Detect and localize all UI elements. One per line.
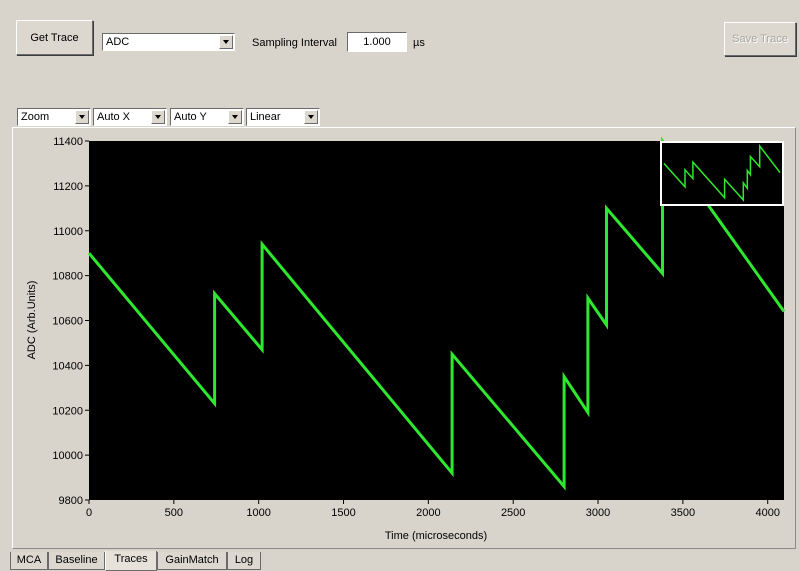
x-tick-label: 3000 — [586, 507, 610, 519]
x-tick-label: 2500 — [501, 507, 525, 519]
chevron-down-icon[interactable] — [151, 110, 165, 124]
get-trace-label: Get Trace — [30, 31, 79, 44]
x-tick-label: 3500 — [671, 507, 695, 519]
x-mode-value: Auto X — [97, 111, 131, 123]
x-mode-select[interactable]: Auto X — [93, 108, 167, 126]
plot-panel — [12, 127, 796, 549]
y-mode-select[interactable]: Auto Y — [170, 108, 244, 126]
overview-inset-trace — [663, 143, 781, 202]
y-tick-label: 11000 — [53, 226, 83, 238]
tab-mca[interactable]: MCA — [10, 552, 48, 570]
chevron-down-icon[interactable] — [219, 35, 233, 49]
y-tick-label: 10600 — [52, 316, 83, 328]
scale-value: Linear — [250, 111, 281, 123]
y-tick-label: 11200 — [53, 181, 83, 193]
tab-label: Baseline — [55, 554, 98, 566]
trace-source-value: ADC — [106, 36, 130, 48]
tab-gainmatch[interactable]: GainMatch — [157, 552, 227, 570]
tab-label: GainMatch — [165, 554, 219, 566]
save-trace-button[interactable]: Save Trace — [724, 22, 796, 56]
x-tick-label: 2000 — [416, 507, 440, 519]
zoom-select[interactable]: Zoom — [17, 108, 91, 126]
get-trace-button[interactable]: Get Trace — [16, 20, 93, 55]
chevron-down-icon[interactable] — [75, 110, 89, 124]
zoom-value: Zoom — [21, 111, 50, 123]
y-tick-label: 9800 — [59, 495, 83, 507]
chevron-down-icon[interactable] — [304, 110, 318, 124]
tab-label: Traces — [114, 553, 148, 565]
tab-baseline[interactable]: Baseline — [48, 552, 105, 570]
x-tick-label: 4000 — [755, 507, 779, 519]
tab-log[interactable]: Log — [227, 552, 261, 570]
sampling-interval-input[interactable]: 1.000 — [347, 32, 407, 52]
y-tick-label: 10800 — [52, 271, 83, 283]
x-axis-label: Time (microseconds) — [385, 530, 487, 542]
trace-source-select[interactable]: ADC — [102, 33, 235, 51]
save-trace-label: Save Trace — [732, 33, 788, 45]
sampling-interval-label: Sampling Interval — [252, 37, 337, 49]
tab-label: Log — [234, 554, 254, 566]
x-tick-label: 500 — [165, 507, 183, 519]
tab-traces[interactable]: Traces — [105, 551, 157, 571]
tab-label: MCA — [16, 554, 42, 566]
scale-select[interactable]: Linear — [246, 108, 320, 126]
y-axis-label: ADC (Arb.Units) — [26, 281, 38, 360]
chevron-down-icon[interactable] — [228, 110, 242, 124]
y-tick-label: 10400 — [52, 360, 83, 372]
y-tick-label: 10200 — [52, 405, 83, 417]
x-tick-label: 1500 — [331, 507, 355, 519]
sampling-unit-label: µs — [413, 37, 425, 49]
y-tick-label: 11400 — [53, 136, 83, 148]
x-tick-label: 0 — [86, 507, 92, 519]
y-tick-label: 10000 — [52, 450, 83, 462]
trace-line — [87, 136, 786, 491]
x-tick-label: 1000 — [246, 507, 270, 519]
y-mode-value: Auto Y — [174, 111, 207, 123]
